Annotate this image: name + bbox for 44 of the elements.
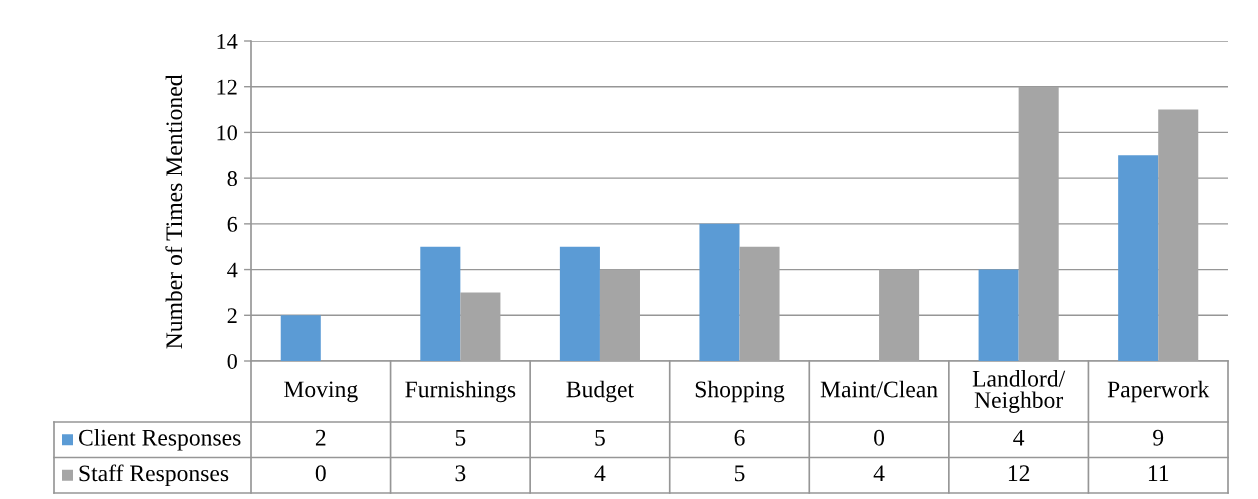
data-label: 9 [1153, 429, 1164, 446]
data-label: 4 [873, 465, 885, 481]
y-tick-label: 14 [217, 34, 238, 49]
x-tick-label: Maint/Clean [820, 380, 938, 398]
x-tick-label: Shopping [695, 380, 785, 403]
x-tick-label: Paperwork [1107, 380, 1210, 403]
y-tick-label: 6 [227, 216, 238, 232]
y-tick-label: 0 [227, 353, 237, 369]
bar [739, 246, 780, 361]
y-tick-label: 4 [227, 262, 238, 278]
legend-label: Client Responses [78, 429, 241, 451]
x-tick-label: Budget [566, 380, 634, 403]
data-label: 11 [1148, 465, 1169, 481]
y-axis-title: Number of Times Mentioned [165, 74, 183, 349]
data-label: 2 [315, 429, 326, 446]
y-tick-label: 12 [217, 79, 237, 95]
x-tick-label: Landlord/ Neighbor [972, 370, 1066, 413]
bar [879, 269, 920, 361]
bar [280, 315, 321, 361]
bar [420, 246, 461, 361]
data-label: 4 [1013, 429, 1025, 446]
data-label: 12 [1008, 465, 1030, 481]
data-label: 6 [734, 429, 745, 446]
y-tick-label: 10 [217, 125, 237, 141]
bar [978, 269, 1019, 361]
y-tick-label: 8 [227, 171, 237, 187]
bar [460, 292, 501, 361]
data-label: 0 [874, 429, 885, 446]
data-label: 5 [595, 429, 605, 446]
x-tick-label: Furnishings [405, 380, 516, 403]
data-label: 0 [315, 465, 326, 482]
data-label: 4 [594, 465, 606, 481]
x-tick-label: Moving [284, 381, 358, 403]
y-tick-label: 2 [227, 308, 237, 323]
data-label: 3 [455, 465, 466, 482]
bar [559, 246, 600, 361]
data-label: 5 [455, 429, 466, 446]
legend-label: Staff Responses [79, 464, 229, 487]
bar [1158, 109, 1199, 361]
bar [1118, 155, 1159, 361]
bar [1018, 86, 1059, 361]
bar [699, 223, 740, 361]
bar [599, 269, 640, 361]
data-label: 5 [734, 465, 745, 482]
